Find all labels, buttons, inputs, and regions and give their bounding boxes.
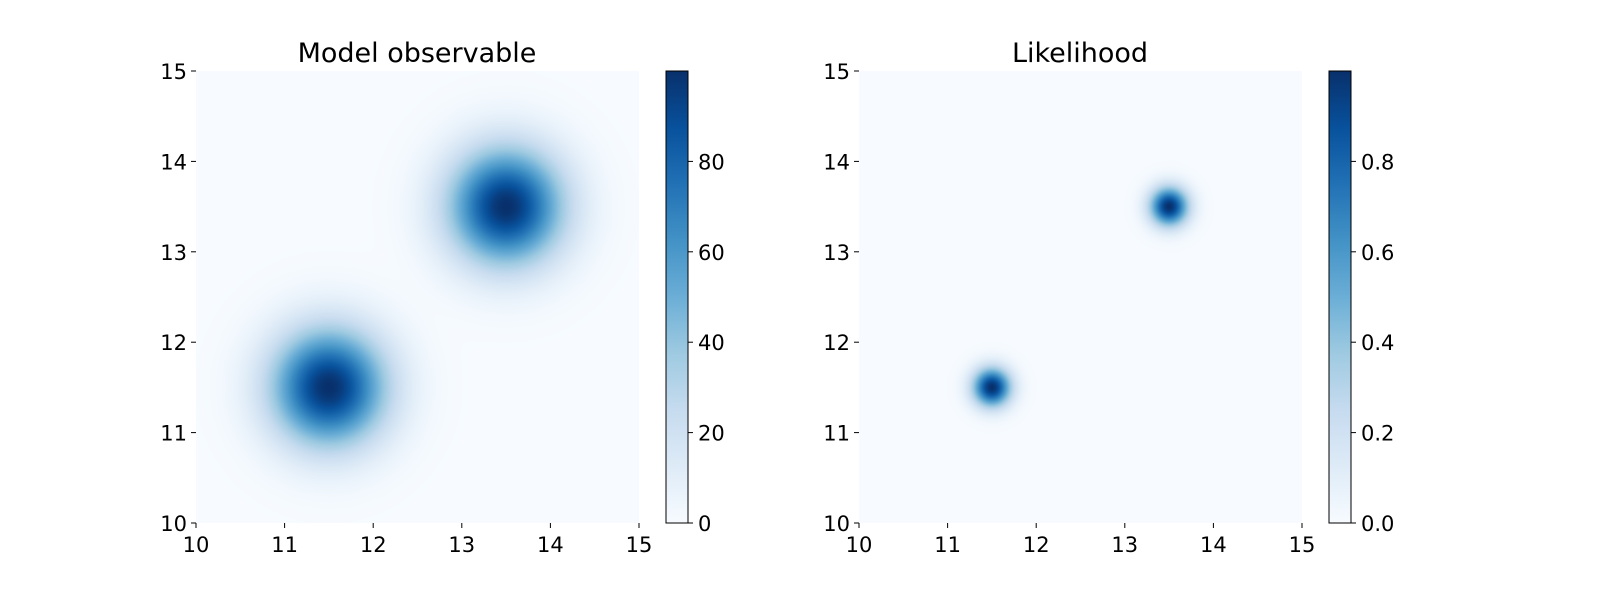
- x-tick-label: 10: [846, 533, 873, 557]
- colorbar-tick-label: 20: [698, 422, 725, 446]
- colorbar-tick-label: 0.4: [1361, 331, 1394, 355]
- colorbar-tick-label: 0: [698, 512, 711, 536]
- heatmap-area: [859, 71, 1302, 523]
- y-tick-label: 12: [823, 331, 850, 355]
- x-tick-label: 15: [1289, 533, 1316, 557]
- y-tick-label: 11: [160, 422, 187, 446]
- y-tick-label: 11: [823, 422, 850, 446]
- y-tick-label: 15: [160, 60, 187, 84]
- x-tick-label: 14: [1200, 533, 1227, 557]
- x-tick-label: 10: [183, 533, 210, 557]
- y-tick-label: 12: [160, 331, 187, 355]
- colorbar-tick-label: 0.0: [1361, 512, 1394, 536]
- x-tick-label: 12: [360, 533, 387, 557]
- colorbar-tick-label: 60: [698, 241, 725, 265]
- y-tick-label: 13: [160, 241, 187, 265]
- chart-title: Likelihood: [1012, 38, 1148, 69]
- colorbar-tick-label: 40: [698, 331, 725, 355]
- x-tick-label: 14: [537, 533, 564, 557]
- x-tick-label: 11: [271, 533, 298, 557]
- x-tick-label: 13: [448, 533, 475, 557]
- x-tick-label: 13: [1111, 533, 1138, 557]
- y-tick-label: 14: [823, 150, 850, 174]
- colorbar: [665, 70, 689, 524]
- colorbar-ticks: 0.0 0.2 0.4 0.6 0.8: [1351, 150, 1394, 536]
- heatmap-area: [196, 71, 639, 523]
- colorbar-tick-label: 0.2: [1361, 422, 1394, 446]
- x-tick-label: 11: [934, 533, 961, 557]
- colorbar-ticks: 0 20 40 60 80: [688, 150, 725, 536]
- y-tick-label: 15: [823, 60, 850, 84]
- colorbar: [1328, 70, 1352, 524]
- axes: 10 11 12 13 14 15 10 11 12 13 14 15: [160, 60, 652, 557]
- colorbar-tick-label: 0.8: [1361, 150, 1394, 174]
- colorbar-tick-label: 80: [698, 150, 725, 174]
- y-tick-label: 10: [160, 512, 187, 536]
- chart-title: Model observable: [298, 38, 537, 69]
- x-tick-label: 15: [626, 533, 653, 557]
- x-tick-label: 12: [1023, 533, 1050, 557]
- panel-model-observable: Model observable 10 11 12 13 14 1510111213141…: [160, 38, 724, 557]
- y-tick-label: 10: [823, 512, 850, 536]
- y-tick-label: 14: [160, 150, 187, 174]
- y-tick-label: 13: [823, 241, 850, 265]
- axes: 10 11 12 13 14 15 10 11 12 13 14 15: [823, 60, 1315, 557]
- colorbar-tick-label: 0.6: [1361, 241, 1394, 265]
